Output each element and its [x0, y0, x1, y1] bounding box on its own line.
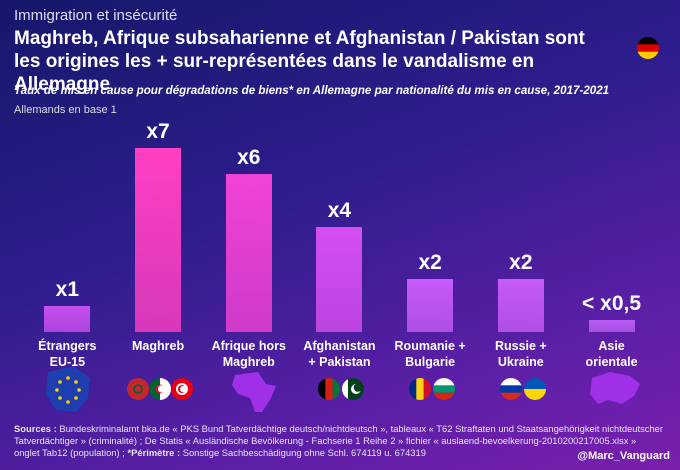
- eu-map: [46, 366, 90, 412]
- note: Allemands en base 1: [14, 104, 117, 116]
- flag-algeria: [149, 378, 171, 400]
- bar: [44, 305, 91, 332]
- value-label: x7: [146, 120, 170, 143]
- flag-romania: [409, 378, 431, 400]
- flag-tunisia: [171, 378, 193, 400]
- asia-map: [590, 372, 640, 404]
- subtitle: Taux de mis en cause pour dégradations d…: [14, 84, 610, 97]
- flag-germany: [637, 37, 659, 59]
- chart-title: Maghreb, Afrique subsaharienne et Afghan…: [14, 28, 585, 95]
- perimetre-text: Sonstige Sachbeschädigung ohne Schl. 674…: [180, 447, 426, 458]
- credit: @Marc_Vanguard: [577, 450, 670, 462]
- bar: [225, 174, 272, 332]
- category-label: Afghanistan + Pakistan: [303, 339, 376, 369]
- category-label: Maghreb: [132, 339, 185, 353]
- value-label: x1: [55, 277, 80, 301]
- bar: [497, 279, 544, 332]
- value-label: x6: [237, 146, 261, 170]
- category-label: Asie orientale: [585, 339, 638, 369]
- sources-text: Bundeskriminalamt bka.de « PKS Bund Tatv…: [14, 423, 664, 458]
- value-label: < x0,5: [582, 292, 642, 316]
- value-label: x4: [327, 198, 352, 222]
- flag-afghanistan: [318, 378, 340, 400]
- africa-map: [232, 372, 276, 412]
- value-label: x2: [418, 251, 442, 275]
- sources-label: Sources :: [14, 423, 57, 434]
- perimetre-label: *Périmètre :: [127, 447, 181, 458]
- flag-russia: [500, 378, 522, 400]
- bar: [316, 226, 363, 332]
- category-label: Étrangers EU-15: [38, 339, 97, 369]
- sources: Sources : Bundeskriminalamt bka.de « PKS…: [14, 423, 664, 459]
- category-label: Afrique hors Maghreb: [211, 339, 286, 369]
- bar: [588, 320, 635, 332]
- category-label: Russie + Ukraine: [494, 339, 547, 369]
- bar: [135, 148, 182, 332]
- flag-ukraine: [524, 378, 546, 400]
- kicker: Immigration et insécurité: [14, 7, 178, 24]
- bar: [407, 279, 454, 332]
- flag-bulgaria: [433, 378, 455, 400]
- flag-morocco: [127, 378, 149, 400]
- value-label: x2: [509, 251, 533, 275]
- flag-pakistan: [342, 378, 364, 400]
- category-label: Roumanie + Bulgarie: [394, 339, 466, 369]
